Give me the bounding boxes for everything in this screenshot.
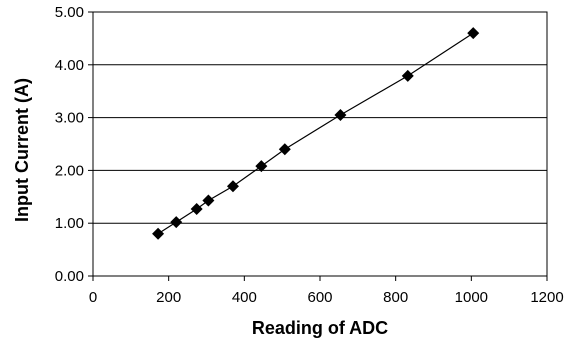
data-point-0 [152,227,165,240]
data-point-7 [334,108,347,121]
x-axis-title: Reading of ADC [252,318,388,338]
data-series [152,27,480,240]
data-point-2 [190,202,203,215]
x-tick-label-0: 0 [89,289,97,306]
x-tick-label-3: 600 [307,289,332,306]
series-line-0 [157,32,474,235]
y-tick-label-4: 4.00 [55,57,84,74]
x-tick-label-6: 1200 [530,289,563,306]
y-tick-label-1: 1.00 [55,215,84,232]
y-axis-title: Input Current (A) [12,78,32,222]
x-tick-label-5: 1000 [455,289,488,306]
y-tick-label-5: 5.00 [55,4,84,21]
x-tick-label-4: 800 [383,289,408,306]
gridlines [93,11,547,224]
y-tick-label-3: 3.00 [55,110,84,127]
axes [88,11,548,281]
data-point-9 [467,27,480,40]
data-point-6 [278,143,291,156]
x-tick-label-1: 200 [156,289,181,306]
data-point-4 [226,180,239,193]
x-tick-label-2: 400 [232,289,257,306]
tick-labels: 0.00 1.00 2.00 3.00 4.00 5.00 0 200 400 600 800 100… [55,4,564,306]
data-point-3 [202,194,215,207]
data-point-8 [401,69,414,82]
data-point-5 [255,160,268,173]
y-tick-label-0: 0.00 [55,268,84,285]
data-point-1 [170,216,183,229]
y-tick-label-2: 2.00 [55,162,84,179]
